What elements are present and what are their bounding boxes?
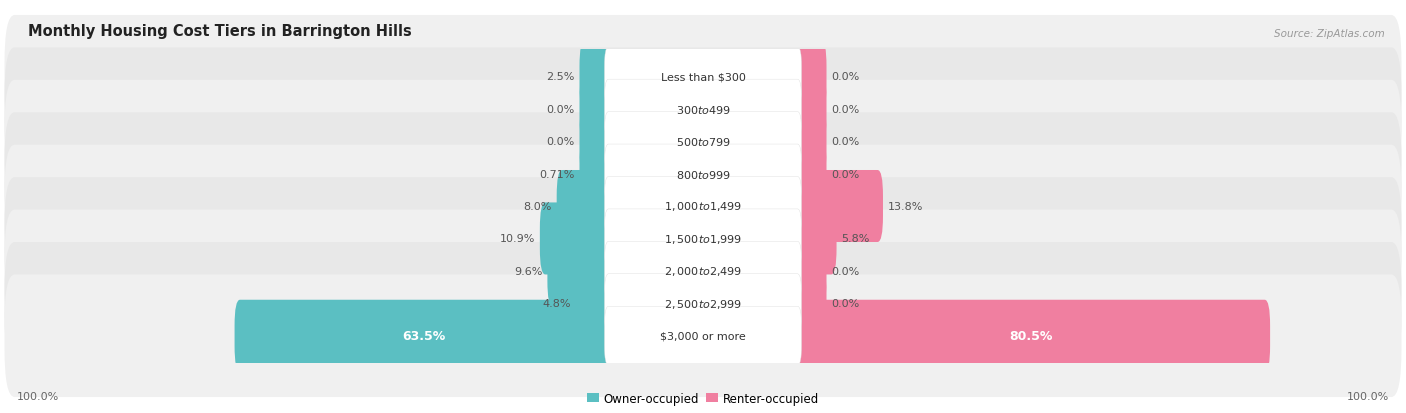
Text: 10.9%: 10.9%	[499, 234, 536, 244]
FancyBboxPatch shape	[792, 235, 827, 307]
Text: 0.0%: 0.0%	[831, 299, 859, 309]
Text: 0.0%: 0.0%	[831, 72, 859, 82]
Text: 80.5%: 80.5%	[1010, 330, 1053, 342]
FancyBboxPatch shape	[547, 235, 614, 307]
Text: 100.0%: 100.0%	[1347, 391, 1389, 401]
Legend: Owner-occupied, Renter-occupied: Owner-occupied, Renter-occupied	[588, 392, 818, 405]
FancyBboxPatch shape	[605, 242, 801, 301]
FancyBboxPatch shape	[792, 300, 1270, 372]
Text: 0.0%: 0.0%	[547, 104, 575, 114]
Text: 4.8%: 4.8%	[543, 299, 571, 309]
Text: $2,500 to $2,999: $2,500 to $2,999	[664, 297, 742, 310]
FancyBboxPatch shape	[792, 106, 827, 178]
Text: $3,000 or more: $3,000 or more	[661, 331, 745, 341]
Text: 9.6%: 9.6%	[515, 266, 543, 276]
Text: $1,000 to $1,499: $1,000 to $1,499	[664, 200, 742, 213]
FancyBboxPatch shape	[792, 138, 827, 210]
Text: Monthly Housing Cost Tiers in Barrington Hills: Monthly Housing Cost Tiers in Barrington…	[28, 24, 412, 39]
FancyBboxPatch shape	[557, 171, 614, 242]
Text: 100.0%: 100.0%	[17, 391, 59, 401]
FancyBboxPatch shape	[4, 48, 1402, 171]
FancyBboxPatch shape	[4, 81, 1402, 203]
Text: 0.71%: 0.71%	[540, 169, 575, 179]
FancyBboxPatch shape	[605, 80, 801, 139]
FancyBboxPatch shape	[4, 145, 1402, 268]
Text: $2,000 to $2,499: $2,000 to $2,499	[664, 265, 742, 278]
Text: 0.0%: 0.0%	[831, 266, 859, 276]
Text: 8.0%: 8.0%	[523, 202, 553, 211]
FancyBboxPatch shape	[4, 242, 1402, 365]
Text: 63.5%: 63.5%	[402, 330, 446, 342]
FancyBboxPatch shape	[4, 16, 1402, 138]
FancyBboxPatch shape	[792, 74, 827, 145]
FancyBboxPatch shape	[605, 274, 801, 333]
FancyBboxPatch shape	[605, 209, 801, 268]
FancyBboxPatch shape	[4, 178, 1402, 300]
Text: $800 to $999: $800 to $999	[675, 168, 731, 180]
Text: 0.0%: 0.0%	[547, 137, 575, 147]
Text: $300 to $499: $300 to $499	[675, 103, 731, 115]
FancyBboxPatch shape	[605, 306, 801, 366]
Text: 5.8%: 5.8%	[841, 234, 870, 244]
Text: 2.5%: 2.5%	[547, 72, 575, 82]
FancyBboxPatch shape	[792, 41, 827, 113]
FancyBboxPatch shape	[792, 171, 883, 242]
FancyBboxPatch shape	[605, 177, 801, 236]
Text: $1,500 to $1,999: $1,500 to $1,999	[664, 233, 742, 245]
Text: Less than $300: Less than $300	[661, 72, 745, 82]
FancyBboxPatch shape	[575, 268, 614, 339]
FancyBboxPatch shape	[579, 106, 614, 178]
FancyBboxPatch shape	[605, 47, 801, 107]
Text: 13.8%: 13.8%	[887, 202, 924, 211]
FancyBboxPatch shape	[605, 145, 801, 204]
FancyBboxPatch shape	[4, 210, 1402, 332]
Text: Source: ZipAtlas.com: Source: ZipAtlas.com	[1274, 29, 1385, 39]
Text: $500 to $799: $500 to $799	[675, 136, 731, 148]
FancyBboxPatch shape	[579, 138, 614, 210]
Text: 0.0%: 0.0%	[831, 137, 859, 147]
FancyBboxPatch shape	[792, 268, 827, 339]
FancyBboxPatch shape	[540, 203, 614, 275]
Text: 0.0%: 0.0%	[831, 169, 859, 179]
Text: 0.0%: 0.0%	[831, 104, 859, 114]
FancyBboxPatch shape	[4, 113, 1402, 235]
FancyBboxPatch shape	[792, 203, 837, 275]
FancyBboxPatch shape	[605, 112, 801, 171]
FancyBboxPatch shape	[579, 74, 614, 145]
FancyBboxPatch shape	[579, 41, 614, 113]
FancyBboxPatch shape	[235, 300, 614, 372]
FancyBboxPatch shape	[4, 275, 1402, 397]
